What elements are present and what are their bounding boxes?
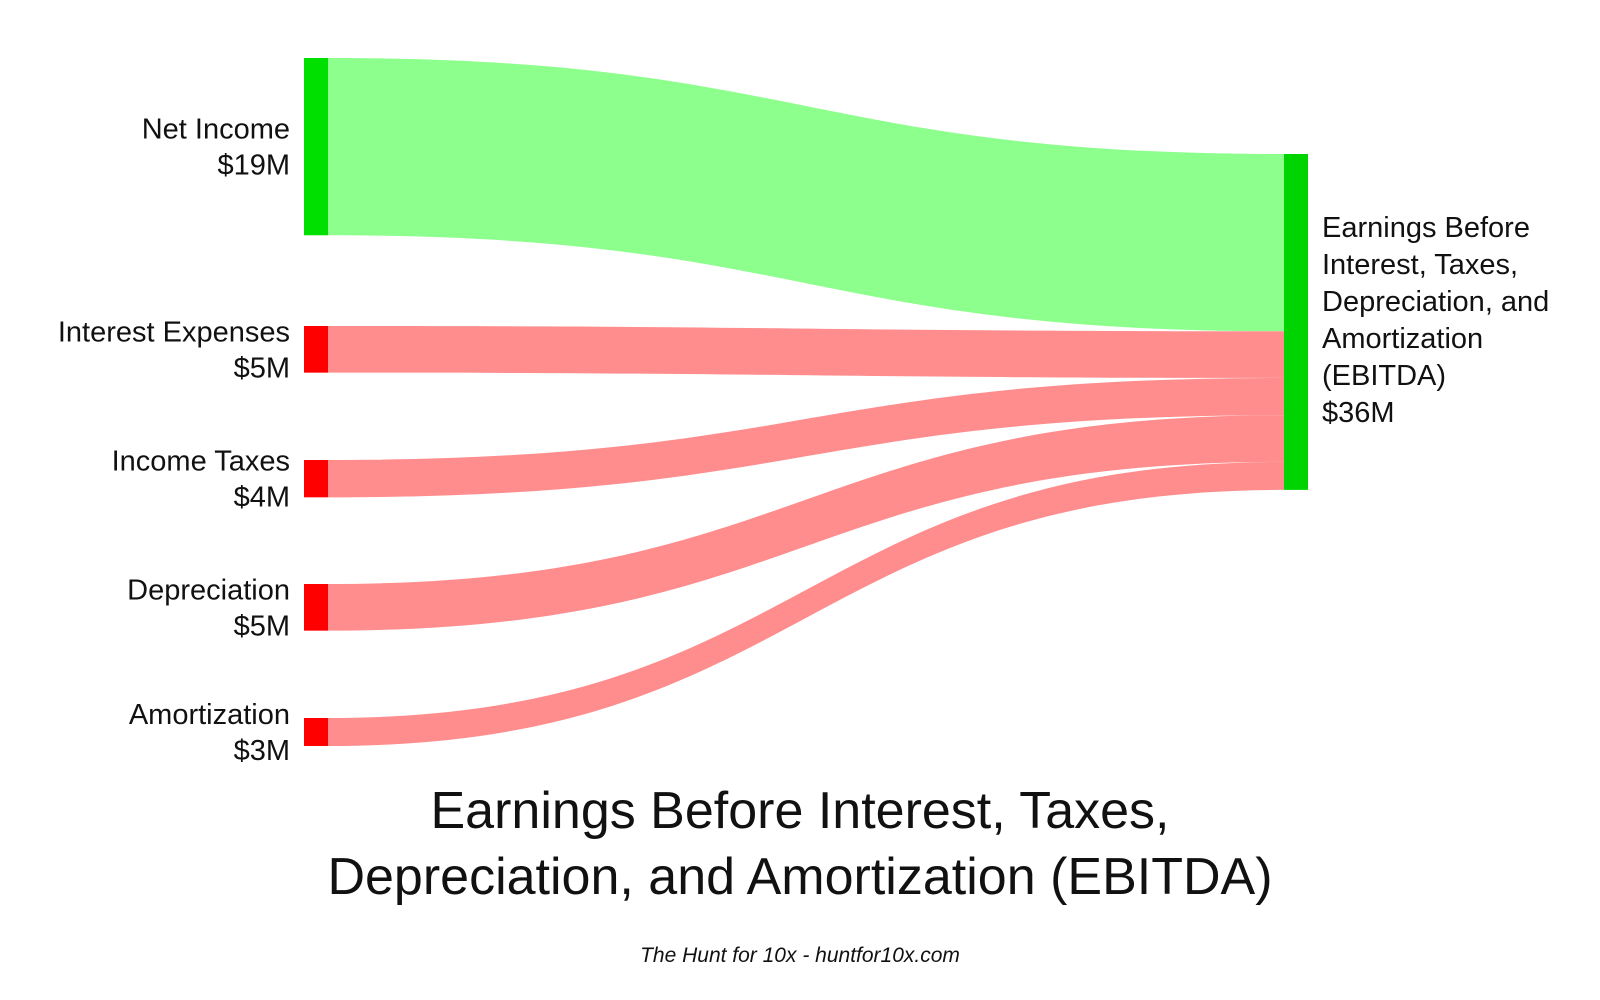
node-value-net-income: $19M bbox=[217, 150, 290, 182]
link-income-taxes bbox=[328, 377, 1284, 498]
target-label-line-2: Interest, Taxes, bbox=[1322, 249, 1518, 281]
chart-title: Earnings Before Interest, Taxes, Depreci… bbox=[0, 778, 1600, 910]
link-interest-expenses bbox=[328, 326, 1284, 378]
node-amortization bbox=[304, 718, 328, 746]
footer-credit: The Hunt for 10x - huntfor10x.com bbox=[640, 944, 960, 967]
chart-title-line-2: Depreciation, and Amortization (EBITDA) bbox=[327, 848, 1273, 906]
node-label-amortization: Amortization bbox=[129, 699, 290, 731]
link-net-income bbox=[328, 58, 1284, 332]
sankey-nodes bbox=[304, 58, 1308, 746]
node-net-income bbox=[304, 58, 328, 236]
node-label-net-income: Net Income bbox=[142, 114, 290, 146]
node-ebitda bbox=[1284, 154, 1308, 490]
chart-title-line-1: Earnings Before Interest, Taxes, bbox=[430, 782, 1170, 840]
target-label-line-1: Earnings Before bbox=[1322, 212, 1530, 244]
node-value-depreciation: $5M bbox=[234, 610, 290, 642]
link-depreciation bbox=[328, 415, 1284, 631]
target-value: $36M bbox=[1322, 397, 1395, 429]
node-label-income-taxes: Income Taxes bbox=[112, 446, 290, 478]
node-depreciation bbox=[304, 584, 328, 631]
node-interest-expenses bbox=[304, 326, 328, 373]
node-value-income-taxes: $4M bbox=[234, 482, 290, 514]
sankey-links bbox=[328, 58, 1284, 746]
node-income-taxes bbox=[304, 460, 328, 498]
target-label-line-3: Depreciation, and bbox=[1322, 286, 1549, 318]
node-value-interest-expenses: $5M bbox=[234, 352, 290, 384]
node-label-interest-expenses: Interest Expenses bbox=[58, 316, 290, 348]
node-label-depreciation: Depreciation bbox=[127, 574, 290, 606]
target-label-line-4: Amortization bbox=[1322, 323, 1483, 355]
link-amortization bbox=[328, 461, 1284, 746]
node-value-amortization: $3M bbox=[234, 735, 290, 767]
target-label-line-5: (EBITDA) bbox=[1322, 360, 1446, 392]
sankey-labels: Net Income $19M Interest Expenses $5M Income… bbox=[58, 114, 1549, 767]
